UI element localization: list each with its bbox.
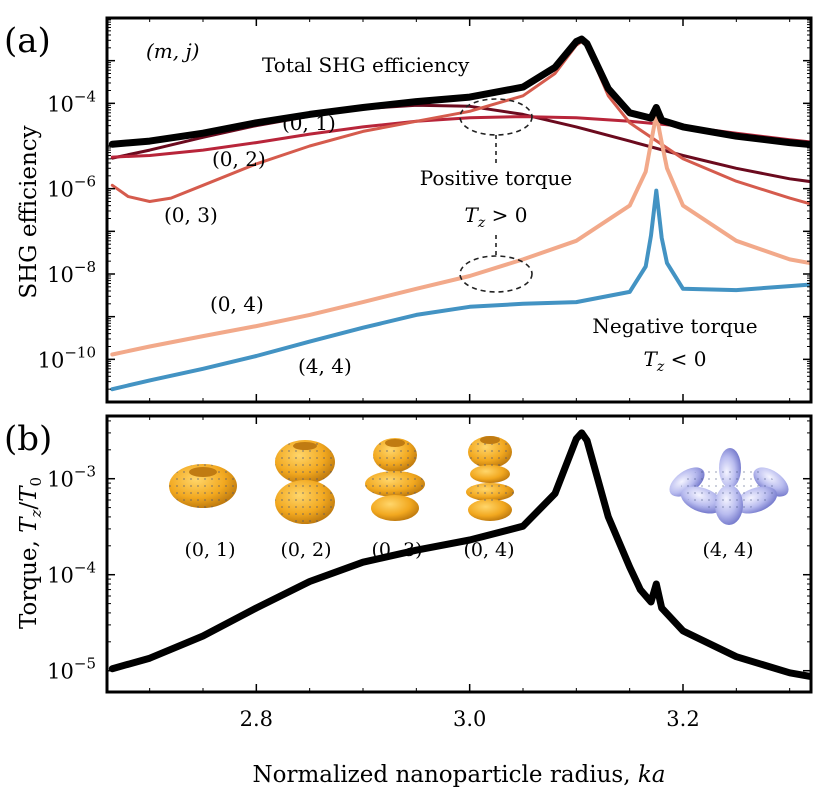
inset-label-0-2: (0, 2) bbox=[280, 539, 331, 561]
series-line-a-0-3 bbox=[110, 40, 811, 206]
panel-a-frame bbox=[105, 16, 813, 404]
positive-torque-ellipse-bottom bbox=[459, 255, 533, 293]
negative-torque-condition: Tz < 0 bbox=[644, 347, 707, 375]
negative-torque-text: Negative torque bbox=[592, 314, 757, 338]
series-line-a-0-4 bbox=[110, 112, 811, 357]
positive-torque-ellipse-top bbox=[459, 98, 533, 136]
series-line-a-total-shg-efficiency bbox=[108, 35, 811, 149]
ytick-label-a-2: 10−8 bbox=[47, 258, 96, 287]
x-axis-title: Normalized nanoparticle radius, ka bbox=[252, 762, 665, 788]
ytick-label-a-0: 10−4 bbox=[47, 87, 96, 116]
panel-a-plot: 10−4 10−6 10−8 10−10 (m, j) Total SHG effic… bbox=[38, 16, 813, 404]
label-0-2: (0, 2) bbox=[212, 147, 266, 171]
mode-shape-0-3-image bbox=[365, 438, 425, 521]
panel-b-ylabel: Torque, Tz/T0 bbox=[16, 477, 45, 629]
panel-b-label: (b) bbox=[4, 419, 52, 459]
label-4-4: (4, 4) bbox=[298, 354, 352, 378]
label-0-4: (0, 4) bbox=[210, 292, 264, 316]
mode-shape-0-1-image bbox=[169, 464, 237, 508]
xtick-label-2: 3.2 bbox=[666, 707, 699, 731]
positive-torque-condition: Tz > 0 bbox=[465, 203, 528, 231]
label-0-1: (0, 1) bbox=[282, 111, 336, 135]
panel-b-plot: 10−3 10−4 10−5 bbox=[47, 414, 813, 694]
inset-label-0-4: (0, 4) bbox=[463, 539, 514, 561]
panel-a-label: (a) bbox=[4, 21, 51, 61]
inset-label-0-3: (0, 3) bbox=[371, 539, 422, 561]
series-line-a-0-1 bbox=[110, 103, 811, 184]
positive-torque-text: Positive torque bbox=[420, 166, 572, 190]
legend-title: (m, j) bbox=[146, 39, 200, 63]
mode-shape-0-2-image bbox=[275, 440, 335, 524]
panel-a-ylabel: SHG efficiency bbox=[16, 125, 42, 298]
ytick-label-a-1: 10−6 bbox=[47, 173, 96, 202]
xtick-label-1: 3.0 bbox=[453, 707, 486, 731]
mode-shape-4-4-image bbox=[669, 448, 789, 525]
ytick-label-b-2: 10−5 bbox=[47, 655, 96, 684]
xtick-label-0: 2.8 bbox=[240, 707, 273, 731]
total-shg-label: Total SHG efficiency bbox=[262, 53, 470, 77]
series-line-a-4-4 bbox=[110, 188, 811, 392]
ytick-label-a-3: 10−10 bbox=[38, 343, 96, 372]
ytick-label-b-1: 10−4 bbox=[47, 559, 96, 588]
inset-label-0-1: (0, 1) bbox=[184, 539, 235, 561]
ytick-label-b-0: 10−3 bbox=[47, 463, 96, 492]
series-line-b-torque bbox=[108, 429, 811, 681]
inset-label-4-4: (4, 4) bbox=[702, 539, 753, 561]
panel-b-frame bbox=[105, 414, 813, 694]
mode-shape-0-4-image bbox=[466, 436, 514, 521]
label-0-3: (0, 3) bbox=[164, 203, 218, 227]
